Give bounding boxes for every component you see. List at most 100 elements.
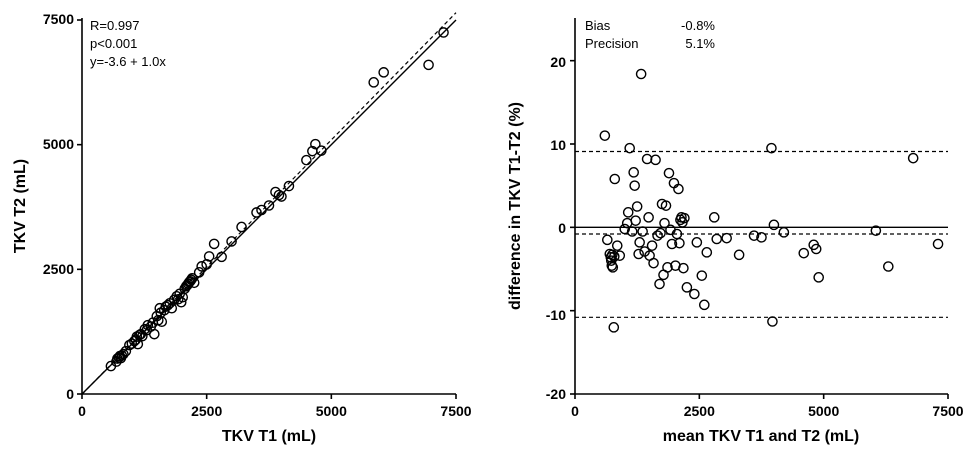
right-data-point [768,219,780,231]
left-data-point [156,316,168,327]
left-data-point [196,261,207,272]
right-data-points [599,68,944,333]
left-data-point [120,345,132,357]
right-data-point [810,243,822,255]
left-data-point [188,277,200,289]
right-data-point [673,183,684,195]
right-data-point [622,207,634,218]
right-data-point [641,153,653,165]
right-reference-lines [575,150,948,318]
left-data-point [438,27,449,38]
left-x-tick-5000: 5000 [316,403,347,419]
right-data-point [678,262,689,274]
left-annotation-r: R=0.997 [90,18,140,33]
right-data-point [652,230,663,241]
right-annotation-bias-label: Bias [585,18,611,33]
right-data-point [733,249,745,261]
right-data-point [679,212,690,224]
right-data-point [766,142,777,154]
right-y-tick-20: 20 [550,54,566,70]
left-annotation-p: p<0.001 [90,36,137,51]
left-data-point [185,274,197,286]
right-data-point [662,262,673,273]
right-data-point [674,237,685,249]
left-scatter-panel: 0 2500 5000 7500 0 2500 5000 7500 TKV T1… [12,11,472,445]
right-annotation-precision-label: Precision [585,36,638,51]
right-data-point [691,237,703,248]
left-data-point [251,207,262,218]
left-data-point [276,191,287,202]
right-y-tick-minus-20: -20 [546,386,566,402]
right-data-point [813,272,824,283]
right-data-point [756,232,767,243]
right-data-point [721,232,732,244]
left-y-tick-5000: 5000 [43,136,74,152]
left-data-point [316,145,327,156]
left-x-axis-title: TKV T1 (mL) [222,428,316,445]
left-data-point [175,296,187,308]
right-annotation-bias-value: -0.8% [681,18,715,33]
right-data-point [619,223,631,235]
right-data-point [883,261,894,272]
right-data-point [602,234,613,246]
right-data-point [637,226,648,237]
right-data-point [648,257,659,269]
right-data-point [701,247,713,258]
right-data-point [663,167,675,179]
right-data-point [660,200,672,211]
right-x-tick-7500: 7500 [932,403,963,419]
right-y-tick-minus-10: -10 [546,307,566,323]
left-y-tick-0: 0 [66,386,74,402]
right-data-point [650,154,661,166]
right-y-tick-10: 10 [550,137,566,153]
right-data-point [626,226,638,237]
right-data-point [631,201,643,212]
right-data-point [654,278,665,290]
right-data-point [634,237,645,248]
right-data-point [907,152,919,164]
right-data-point [607,249,618,261]
right-data-point [708,212,720,223]
left-data-point [301,154,312,166]
right-data-point [628,167,639,178]
right-data-point [932,238,944,250]
left-y-axis-title: TKV T2 (mL) [12,159,29,253]
left-data-point [203,251,215,262]
right-x-tick-0: 0 [571,403,579,419]
right-data-point [624,142,636,154]
left-data-point [423,59,434,71]
left-data-point [216,251,227,263]
right-data-point [767,316,778,327]
right-data-point [609,173,621,185]
left-y-tick-7500: 7500 [43,11,74,27]
right-x-axis-title: mean TKV T1 and T2 (mL) [663,428,859,445]
left-data-point [236,221,247,233]
right-data-point [635,68,647,80]
left-data-point [118,348,129,360]
right-data-point [607,262,619,273]
right-data-point [699,299,710,311]
right-data-point [599,130,611,141]
left-data-point [263,200,275,211]
right-y-tick-0: 0 [558,220,566,236]
right-data-point [646,240,658,251]
right-data-point [659,217,670,229]
left-data-point [310,138,321,150]
right-data-point [614,250,626,261]
right-data-point [870,225,882,236]
right-data-point [643,212,654,223]
right-ticks [570,59,949,399]
left-data-point [193,267,205,278]
right-data-point [778,227,790,238]
left-data-points [105,27,449,372]
left-x-tick-2500: 2500 [191,403,222,419]
left-data-point [283,180,295,192]
left-y-tick-2500: 2500 [43,261,74,277]
right-data-point [633,248,644,260]
right-data-point [608,322,620,333]
right-data-point [748,230,760,241]
right-data-point [611,240,623,251]
left-regression-line [81,12,457,395]
